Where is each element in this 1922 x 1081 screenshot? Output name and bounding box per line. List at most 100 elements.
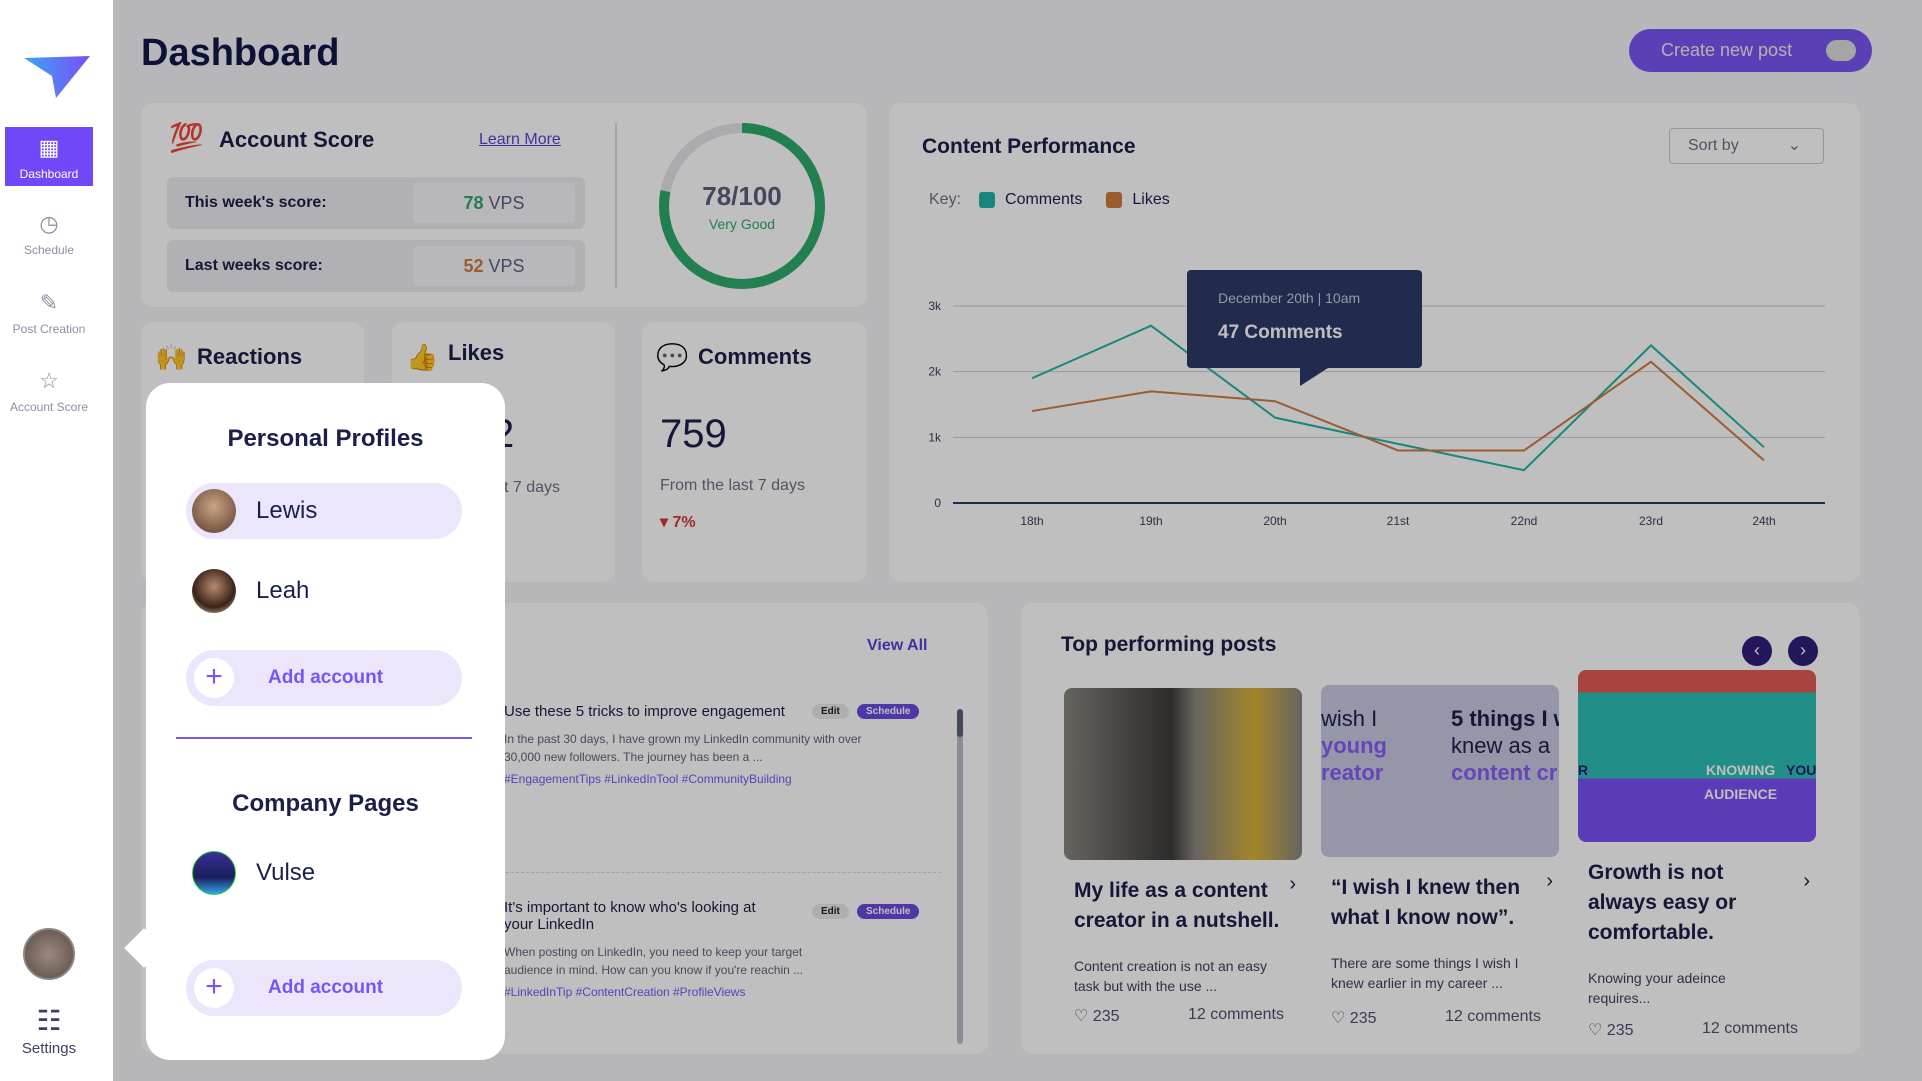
card-title: Content Performance bbox=[922, 135, 1136, 158]
x-tick-label: 21st bbox=[1387, 514, 1410, 528]
post-title: “I wish I knew then what I know now”. bbox=[1331, 876, 1521, 929]
avatar bbox=[192, 851, 236, 895]
t: AUDIENCE bbox=[1704, 786, 1778, 802]
y-tick-label: 3k bbox=[928, 299, 942, 313]
likes: ♡ 235 bbox=[1588, 1022, 1634, 1039]
gauge-label: Very Good bbox=[708, 216, 776, 232]
likes-count: 235 bbox=[1349, 1010, 1377, 1027]
learn-more-link[interactable]: Learn More bbox=[479, 131, 561, 148]
divider bbox=[501, 872, 941, 873]
gauge-value: 78/100 bbox=[702, 181, 782, 211]
profile-lewis[interactable]: Lewis bbox=[186, 483, 462, 539]
company-name: Vulse bbox=[256, 859, 316, 886]
post-item[interactable]: It's important to know who's looking at … bbox=[504, 899, 803, 999]
likes-swatch-icon bbox=[1106, 192, 1123, 208]
likes-sub: t 7 days bbox=[504, 479, 561, 496]
likes: ♡ 235 bbox=[1331, 1010, 1377, 1027]
last-week-score: Last weeks score: 52 VPS bbox=[167, 240, 585, 292]
add-company-account-button[interactable]: + Add account bbox=[186, 960, 462, 1016]
likes: ♡ 235 bbox=[1074, 1008, 1120, 1025]
add-account-label: Add account bbox=[268, 667, 384, 688]
content-performance-chart: 0 1k 2k 3k 18th 19th 20th 21st 22nd 23rd 24th bbox=[928, 299, 1825, 528]
avatar bbox=[192, 489, 236, 533]
post-body: In the past 30 days, I have grown my Lin… bbox=[504, 732, 862, 764]
company-pages-title: Company Pages bbox=[232, 790, 419, 817]
pencil-icon: ✎ bbox=[39, 290, 59, 315]
sidebar-item-schedule[interactable]: ◷ Schedule bbox=[5, 211, 93, 257]
comments-sub: From the last 7 days bbox=[660, 477, 805, 494]
score-gauge bbox=[659, 123, 825, 289]
plus-icon: + bbox=[194, 658, 234, 698]
post-meta: ♡ 235 12 comments bbox=[1588, 1020, 1798, 1040]
post-image bbox=[1064, 688, 1302, 860]
top-post-card[interactable]: My life as a content creator in a nutshe… bbox=[1064, 688, 1302, 1025]
post-title: It's important to know who's looking at … bbox=[504, 899, 756, 933]
user-avatar[interactable] bbox=[23, 928, 75, 980]
post-image: KNOWING AUDIENCE YOU R bbox=[1578, 670, 1816, 842]
sort-by-dropdown[interactable]: Sort by ⌄ bbox=[1669, 128, 1824, 164]
change-value: 7% bbox=[672, 514, 696, 531]
hundred-emoji-icon: 💯 bbox=[169, 122, 204, 153]
comments-swatch-icon bbox=[979, 192, 996, 208]
label: This week's score: bbox=[185, 194, 327, 211]
x-tick-label: 18th bbox=[1020, 514, 1043, 528]
add-personal-account-button[interactable]: + Add account bbox=[186, 650, 462, 706]
likes-count: 235 bbox=[1606, 1022, 1634, 1039]
schedule-button[interactable]: Schedule bbox=[857, 704, 920, 719]
schedule-button[interactable]: Schedule bbox=[857, 904, 920, 919]
scrollbar-thumb[interactable] bbox=[957, 709, 963, 737]
y-tick-label: 2k bbox=[928, 365, 942, 379]
post-title: My life as a content creator in a nutshe… bbox=[1074, 879, 1280, 932]
sidebar-item-dashboard[interactable]: ▦ Dashboard bbox=[5, 127, 93, 186]
post-title: Use these 5 tricks to improve engagement bbox=[504, 703, 785, 720]
chart-legend: Key: Comments Likes bbox=[929, 191, 1170, 209]
value: 78 bbox=[463, 193, 484, 213]
grid-icon: ▦ bbox=[38, 135, 60, 160]
vulse-logo[interactable] bbox=[24, 56, 90, 100]
x-tick-label: 23rd bbox=[1639, 514, 1663, 528]
sidebar-item-post-creation[interactable]: ✎ Post Creation bbox=[5, 290, 93, 336]
create-new-post-button[interactable]: Create new post bbox=[1629, 29, 1872, 72]
t: knew as a bbox=[1451, 733, 1551, 758]
y-tick-label: 0 bbox=[934, 496, 941, 510]
post-desc: Knowing your adeince requires... bbox=[1588, 970, 1726, 1006]
post-meta: ♡ 235 12 comments bbox=[1331, 1008, 1541, 1028]
company-vulse[interactable]: Vulse bbox=[186, 845, 462, 901]
chart-tooltip: December 20th | 10am 47 Comments bbox=[1187, 270, 1422, 386]
sort-label: Sort by bbox=[1688, 137, 1739, 154]
y-tick-label: 1k bbox=[928, 430, 942, 444]
sidebar-item-account-score[interactable]: ☆ Account Score bbox=[5, 368, 93, 414]
sidebar-item-label: Schedule bbox=[23, 243, 75, 257]
tooltip-value: 47 Comments bbox=[1218, 322, 1343, 343]
t: R bbox=[1578, 762, 1589, 778]
post-tags: #LinkedInTip #ContentCreation #ProfileVi… bbox=[504, 985, 746, 999]
account-score-card: 💯 Account Score Learn More This week's s… bbox=[141, 103, 867, 307]
top-post-card[interactable]: KNOWING AUDIENCE YOU R Growth is not always … bbox=[1578, 670, 1816, 1039]
post-item[interactable]: Use these 5 tricks to improve engagement… bbox=[504, 703, 934, 786]
post-desc: Content creation is not an easy task but… bbox=[1074, 958, 1268, 994]
account-score-title: Account Score bbox=[219, 127, 375, 152]
edit-button[interactable]: Edit bbox=[812, 904, 849, 919]
prev-arrow-button[interactable]: ‹ bbox=[1742, 636, 1772, 666]
profile-name: Leah bbox=[256, 577, 310, 604]
scrollbar[interactable] bbox=[957, 709, 963, 1044]
create-label: Create new post bbox=[1661, 40, 1793, 60]
chevron-down-icon: ⌄ bbox=[1787, 137, 1801, 154]
legend-likes: Likes bbox=[1132, 191, 1170, 208]
card-title: Top performing posts bbox=[1061, 633, 1277, 656]
view-all-link[interactable]: View All bbox=[867, 637, 928, 654]
t: 5 things I w bbox=[1451, 706, 1559, 731]
settings-button[interactable]: ☷ Settings bbox=[5, 1007, 93, 1058]
speech-icon: 💬 bbox=[656, 342, 689, 372]
post-meta: ♡ 235 12 comments bbox=[1074, 1006, 1284, 1026]
profile-leah[interactable]: Leah bbox=[186, 563, 462, 619]
change-badge: ▾ 7% bbox=[660, 514, 696, 531]
avatar bbox=[192, 569, 236, 613]
x-tick-label: 19th bbox=[1139, 514, 1162, 528]
edit-button[interactable]: Edit bbox=[812, 704, 849, 719]
post-title: Growth is not always easy or comfortable… bbox=[1588, 861, 1737, 944]
next-arrow-button[interactable]: › bbox=[1788, 636, 1818, 666]
divider bbox=[615, 123, 617, 288]
